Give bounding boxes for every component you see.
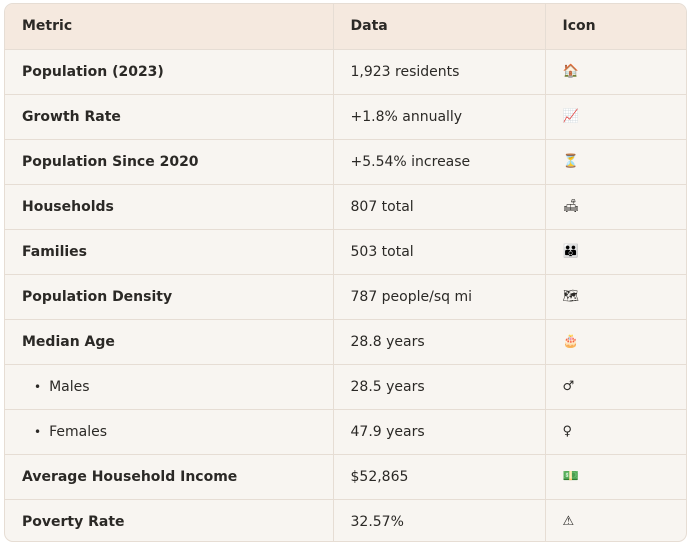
family-icon: 👪 bbox=[562, 244, 579, 259]
data-cell: 807 total bbox=[333, 184, 546, 230]
metric-cell: Median Age bbox=[5, 319, 334, 365]
table-row: Families 503 total 👪 bbox=[5, 229, 686, 275]
demographics-table-container: Metric Data Icon Population (2023) 1,923 … bbox=[4, 3, 687, 542]
icon-cell: 🛋 bbox=[545, 184, 686, 230]
demographics-table: Metric Data Icon Population (2023) 1,923 … bbox=[5, 4, 686, 541]
female-sign-icon: ♀ bbox=[562, 424, 573, 439]
table-row: Population Since 2020 +5.54% increase ⏳ bbox=[5, 139, 686, 185]
table-row: Households 807 total 🛋 bbox=[5, 184, 686, 230]
data-cell: 32.57% bbox=[333, 499, 546, 541]
metric-cell: Growth Rate bbox=[5, 94, 334, 140]
metric-label: Median Age bbox=[22, 333, 115, 350]
table-row: Median Age 28.8 years 🎂 bbox=[5, 319, 686, 365]
metric-cell: • Females bbox=[5, 409, 334, 455]
male-sign-icon: ♂ bbox=[562, 379, 575, 394]
metric-label: Households bbox=[22, 198, 114, 215]
icon-cell: 🎂 bbox=[545, 319, 686, 365]
metric-label: Population (2023) bbox=[22, 63, 164, 80]
data-cell: 28.8 years bbox=[333, 319, 546, 365]
metric-cell: Families bbox=[5, 229, 334, 275]
birthday-cake-icon: 🎂 bbox=[562, 334, 579, 349]
data-cell: 787 people/sq mi bbox=[333, 274, 546, 320]
icon-cell: ♀ bbox=[545, 409, 686, 455]
table-row: Average Household Income $52,865 💵 bbox=[5, 454, 686, 500]
bullet-icon: • bbox=[34, 424, 42, 439]
icon-cell: ⏳ bbox=[545, 139, 686, 185]
metric-cell: Population Since 2020 bbox=[5, 139, 334, 185]
icon-cell: 🗺 bbox=[545, 274, 686, 320]
table-row: Growth Rate +1.8% annually 📈 bbox=[5, 94, 686, 140]
data-cell: +5.54% increase bbox=[333, 139, 546, 185]
table-row: Poverty Rate 32.57% ⚠ bbox=[5, 499, 686, 541]
metric-cell: Average Household Income bbox=[5, 454, 334, 500]
data-cell: 1,923 residents bbox=[333, 49, 546, 95]
table-row: Population Density 787 people/sq mi 🗺 bbox=[5, 274, 686, 320]
hourglass-icon: ⏳ bbox=[562, 154, 579, 169]
table-row: • Males 28.5 years ♂ bbox=[5, 364, 686, 410]
metric-label: Population Since 2020 bbox=[22, 153, 199, 170]
header-icon: Icon bbox=[545, 4, 686, 50]
data-cell: 503 total bbox=[333, 229, 546, 275]
metric-label: Males bbox=[49, 378, 90, 395]
metric-label: Females bbox=[49, 423, 107, 440]
header-data: Data bbox=[333, 4, 546, 50]
metric-label: Families bbox=[22, 243, 88, 260]
icon-cell: 🏠 bbox=[545, 49, 686, 95]
metric-cell: Households bbox=[5, 184, 334, 230]
metric-label: Average Household Income bbox=[22, 468, 238, 485]
metric-label: Growth Rate bbox=[22, 108, 121, 125]
header-metric: Metric bbox=[5, 4, 334, 50]
metric-label: Poverty Rate bbox=[22, 513, 125, 530]
table-row: • Females 47.9 years ♀ bbox=[5, 409, 686, 455]
data-cell: $52,865 bbox=[333, 454, 546, 500]
metric-label: Population Density bbox=[22, 288, 173, 305]
dollar-banknote-icon: 💵 bbox=[562, 469, 579, 484]
bullet-icon: • bbox=[34, 379, 42, 394]
map-icon: 🗺 bbox=[562, 289, 580, 304]
icon-cell: 📈 bbox=[545, 94, 686, 140]
icon-cell: ♂ bbox=[545, 364, 686, 410]
data-cell: 28.5 years bbox=[333, 364, 546, 410]
metric-cell: • Males bbox=[5, 364, 334, 410]
couch-icon: 🛋 bbox=[562, 199, 580, 214]
warning-icon: ⚠ bbox=[562, 514, 575, 530]
table-row: Population (2023) 1,923 residents 🏠 bbox=[5, 49, 686, 95]
chart-increasing-icon: 📈 bbox=[562, 109, 579, 124]
icon-cell: ⚠ bbox=[545, 499, 686, 541]
icon-cell: 💵 bbox=[545, 454, 686, 500]
data-cell: +1.8% annually bbox=[333, 94, 546, 140]
header-row: Metric Data Icon bbox=[5, 4, 686, 50]
icon-cell: 👪 bbox=[545, 229, 686, 275]
metric-cell: Population (2023) bbox=[5, 49, 334, 95]
house-icon: 🏠 bbox=[562, 64, 579, 79]
metric-cell: Poverty Rate bbox=[5, 499, 334, 541]
metric-cell: Population Density bbox=[5, 274, 334, 320]
data-cell: 47.9 years bbox=[333, 409, 546, 455]
